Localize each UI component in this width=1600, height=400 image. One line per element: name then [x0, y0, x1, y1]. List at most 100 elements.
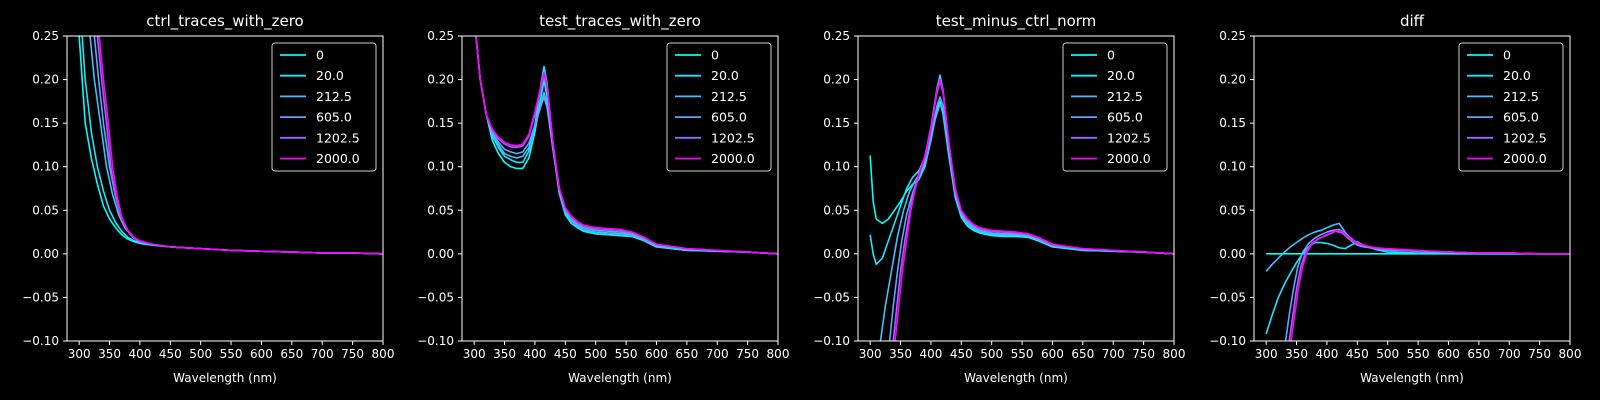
series-group	[475, 36, 778, 255]
x-tick-label: 650	[1071, 347, 1094, 361]
x-tick-label: 350	[98, 347, 121, 361]
y-tick-label: 0.10	[1219, 160, 1246, 174]
x-tick-label: 650	[280, 347, 303, 361]
y-tick-label: −0.10	[813, 334, 850, 348]
x-tick-label: 450	[1346, 347, 1369, 361]
legend-entry-label: 1202.5	[1107, 130, 1151, 145]
x-tick-label: 500	[980, 347, 1003, 361]
legend-entry-label: 20.0	[1503, 68, 1531, 83]
y-tick-label: 0.00	[32, 247, 59, 261]
y-tick-label: 0.05	[823, 203, 850, 217]
legend-entry-label: 212.5	[316, 89, 352, 104]
y-tick-label: −0.05	[417, 290, 454, 304]
chart-panel: ctrl_traces_with_zero 300 350 400 450 500 550 6…	[22, 12, 394, 385]
legend-entry-label: 605.0	[1503, 110, 1539, 125]
x-tick-label: 750	[736, 347, 759, 361]
plot-frame	[857, 35, 1175, 342]
y-tick-label: 0.25	[823, 29, 850, 43]
legend: 0 20.0 212.5 605.0 1202.5 2000.0	[271, 42, 377, 172]
series-line-1202.5	[1288, 230, 1570, 341]
legend-entry-label: 2000.0	[316, 151, 360, 166]
x-tick-label: 350	[889, 347, 912, 361]
x-tick-label: 700	[311, 347, 334, 361]
y-tick-label: 0.15	[32, 116, 59, 130]
legend-entry-label: 20.0	[316, 68, 344, 83]
x-axis-label: Wavelength (nm)	[964, 371, 1068, 385]
x-tick-label: 750	[1132, 347, 1155, 361]
y-tick-label: 0.15	[1219, 116, 1246, 130]
x-tick-label: 500	[584, 347, 607, 361]
y-tick-label: 0.25	[32, 29, 59, 43]
x-tick-label: 700	[706, 347, 729, 361]
chart-title: test_minus_ctrl_norm	[936, 12, 1097, 31]
y-tick-label: 0.20	[427, 73, 454, 87]
series-line-2000.0	[475, 36, 778, 255]
x-tick-label: 400	[523, 347, 546, 361]
x-tick-label: 800	[767, 347, 790, 361]
x-tick-label: 650	[1467, 347, 1490, 361]
x-tick-label: 450	[950, 347, 973, 361]
y-tick-label: 0.20	[1219, 73, 1246, 87]
y-tick-label: 0.00	[823, 247, 850, 261]
legend-entry-label: 605.0	[1107, 110, 1143, 125]
y-tick-label: −0.10	[417, 334, 454, 348]
x-tick-label: 750	[341, 347, 364, 361]
x-tick-label: 450	[159, 347, 182, 361]
series-line-605.0	[1284, 228, 1570, 341]
plot-frame	[1253, 35, 1571, 342]
series-line-2000.0	[894, 78, 1174, 341]
x-tick-label: 800	[1163, 347, 1186, 361]
x-tick-label: 600	[1041, 347, 1064, 361]
y-tick-label: 0.00	[1219, 247, 1246, 261]
y-tick-label: 0.10	[32, 160, 59, 174]
legend-entry-label: 2000.0	[711, 151, 755, 166]
y-tick-label: −0.10	[22, 334, 59, 348]
y-tick-label: 0.05	[1219, 203, 1246, 217]
chart-panel: diff 300 350 400 450 500 550 600 650 700 750 800 −0.…	[1209, 12, 1581, 385]
legend-entry-label: 212.5	[711, 89, 747, 104]
series-group	[869, 74, 1174, 341]
series-group	[78, 36, 383, 255]
x-tick-label: 600	[645, 347, 668, 361]
legend-entry-label: 0	[1503, 48, 1511, 63]
y-tick-label: −0.10	[1209, 334, 1246, 348]
legend-entry-label: 0	[1107, 48, 1115, 63]
series-group	[1265, 222, 1570, 341]
x-tick-label: 350	[1285, 347, 1308, 361]
x-tick-label: 500	[189, 347, 212, 361]
legend-entry-label: 1202.5	[711, 130, 755, 145]
x-axis-label: Wavelength (nm)	[173, 371, 277, 385]
x-tick-label: 550	[1011, 347, 1034, 361]
y-tick-label: 0.05	[427, 203, 454, 217]
legend-entry-label: 2000.0	[1503, 151, 1547, 166]
x-tick-label: 300	[1255, 347, 1278, 361]
chart-title: ctrl_traces_with_zero	[146, 12, 303, 31]
y-tick-label: 0.05	[32, 203, 59, 217]
legend: 0 20.0 212.5 605.0 1202.5 2000.0	[666, 42, 772, 172]
x-tick-label: 700	[1102, 347, 1125, 361]
chart-panel: test_minus_ctrl_norm 300 350 400 450 500 550 60…	[813, 12, 1185, 385]
legend-entry-label: 0	[711, 48, 719, 63]
chart-panel: test_traces_with_zero 300 350 400 450 500 550 6…	[417, 12, 789, 385]
series-line-20.0	[1265, 240, 1570, 335]
y-tick-label: 0.25	[427, 29, 454, 43]
legend-entry-label: 212.5	[1107, 89, 1143, 104]
y-tick-label: −0.05	[1209, 290, 1246, 304]
legend: 0 20.0 212.5 605.0 1202.5 2000.0	[1062, 42, 1168, 172]
x-tick-label: 700	[1498, 347, 1521, 361]
x-tick-label: 400	[128, 347, 151, 361]
x-tick-label: 800	[1559, 347, 1582, 361]
x-tick-label: 300	[463, 347, 486, 361]
legend-entry-label: 2000.0	[1107, 151, 1151, 166]
x-tick-label: 300	[859, 347, 882, 361]
y-tick-label: 0.15	[823, 116, 850, 130]
x-tick-label: 550	[220, 347, 243, 361]
legend: 0 20.0 212.5 605.0 1202.5 2000.0	[1458, 42, 1564, 172]
chart-title: test_traces_with_zero	[539, 12, 701, 31]
legend-entry-label: 212.5	[1503, 89, 1539, 104]
x-tick-label: 550	[615, 347, 638, 361]
x-tick-label: 350	[493, 347, 516, 361]
legend-entry-label: 0	[316, 48, 324, 63]
series-line-212.5	[1265, 222, 1570, 272]
